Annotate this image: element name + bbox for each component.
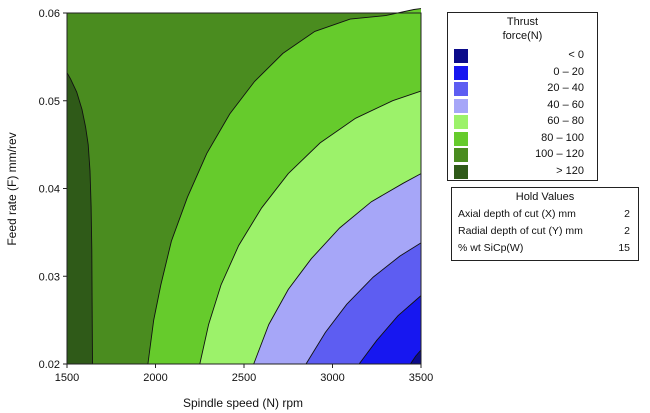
legend-item: 40 – 60	[454, 98, 594, 116]
legend-swatch	[454, 49, 468, 63]
y-tick-label: 0.04	[39, 184, 60, 196]
region-below-20	[359, 295, 421, 364]
region-below-120	[67, 72, 93, 364]
y-tick-label: 0.02	[39, 359, 60, 371]
contour-line-0	[410, 349, 422, 365]
legend-label: 20 – 40	[547, 82, 584, 94]
hold-values-box: Hold Values Axial depth of cut (X) mm 2 …	[451, 187, 639, 261]
y-tick-label: 0.06	[39, 8, 60, 20]
legend-item: 0 – 20	[454, 65, 594, 83]
x-axis: 1500 2000 2500 3000 3500	[55, 364, 433, 384]
legend-swatch	[454, 115, 468, 129]
x-tick-label: 2000	[143, 372, 167, 384]
hold-value: 2	[624, 208, 630, 220]
legend-swatch	[454, 65, 468, 80]
legend-label: 80 – 100	[541, 131, 584, 144]
legend-swatch	[454, 148, 468, 162]
contour-line-120	[66, 72, 93, 365]
legend-swatch	[454, 98, 468, 113]
legend-label: 0 – 20	[553, 65, 584, 78]
x-axis-title: Spindle speed (N) rpm	[183, 396, 303, 410]
y-axis: 0.02 0.03 0.04 0.05 0.06	[39, 8, 67, 371]
x-tick-label: 1500	[55, 372, 79, 384]
contour-line-80	[199, 90, 422, 365]
hold-label: Radial depth of cut (Y) mm	[458, 225, 583, 237]
contour-line-40	[305, 242, 422, 365]
legend: Thrust force(N) < 0 0 – 20 20 – 40 40 – 60 6…	[447, 12, 598, 181]
hold-row-axial: Axial depth of cut (X) mm 2	[458, 208, 630, 224]
legend-label: < 0	[568, 49, 584, 61]
hold-value: 2	[624, 225, 630, 237]
hold-label: % wt SiCp(W)	[458, 242, 524, 254]
legend-label: 60 – 80	[547, 115, 584, 127]
legend-label: 40 – 60	[547, 98, 584, 111]
legend-label: 100 – 120	[535, 148, 584, 160]
contour-lines	[66, 8, 422, 365]
legend-item: 100 – 120	[454, 147, 594, 165]
legend-item: > 120	[454, 164, 594, 182]
x-tick-label: 3500	[409, 372, 433, 384]
legend-swatch	[454, 131, 468, 146]
hold-value: 15	[618, 242, 630, 254]
y-tick-label: 0.03	[39, 271, 60, 283]
legend-title-line-1: Thrust	[506, 16, 539, 28]
legend-swatch	[454, 164, 468, 179]
legend-title-line-2: force(N)	[502, 30, 543, 42]
legend-label: > 120	[556, 164, 584, 177]
contour-line-20	[358, 295, 422, 365]
hold-row-sicp: % wt SiCp(W) 15	[458, 242, 630, 258]
legend-item: 60 – 80	[454, 114, 594, 132]
legend-swatch	[454, 82, 468, 96]
legend-item: 80 – 100	[454, 131, 594, 149]
hold-values-title: Hold Values	[515, 191, 575, 203]
legend-item: < 0	[454, 48, 594, 66]
x-tick-label: 2500	[232, 372, 256, 384]
contour-regions	[67, 8, 421, 364]
x-tick-label: 3000	[320, 372, 344, 384]
y-axis-title: Feed rate (F) mm/rev	[5, 132, 19, 245]
hold-row-radial: Radial depth of cut (Y) mm 2	[458, 225, 630, 241]
contour-line-100	[147, 8, 422, 365]
y-tick-label: 0.05	[39, 96, 60, 108]
legend-item: 20 – 40	[454, 81, 594, 99]
contour-line-60	[253, 173, 422, 365]
hold-label: Axial depth of cut (X) mm	[458, 208, 576, 220]
